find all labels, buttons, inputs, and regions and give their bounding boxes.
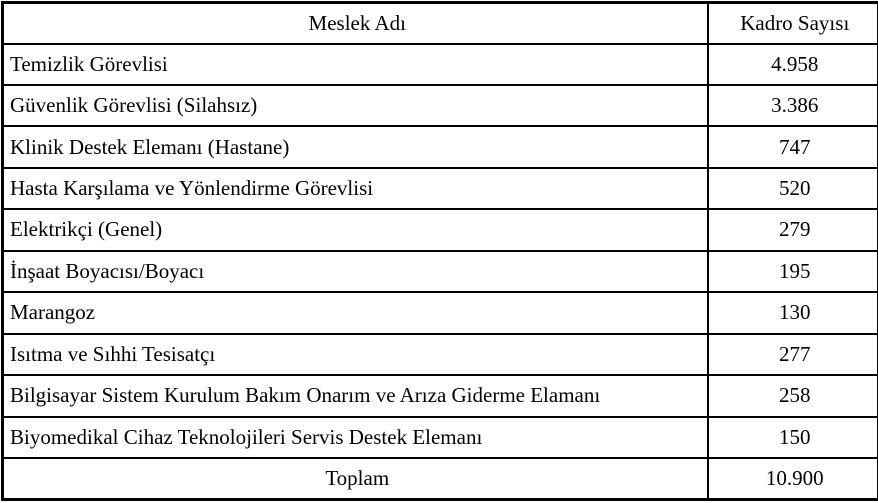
meslek-cell: Marangoz (3, 292, 708, 333)
meslek-cell: Temizlik Görevlisi (3, 44, 708, 85)
meslek-cell: Bilgisayar Sistem Kurulum Bakım Onarım v… (3, 375, 708, 416)
kadro-cell: 195 (708, 251, 878, 292)
table-row: İnşaat Boyacısı/Boyacı 195 (3, 251, 878, 292)
total-row: Toplam 10.900 (3, 458, 878, 499)
table-row: Bilgisayar Sistem Kurulum Bakım Onarım v… (3, 375, 878, 416)
table-row: Elektrikçi (Genel) 279 (3, 209, 878, 250)
kadro-cell: 279 (708, 209, 878, 250)
kadro-cell: 4.958 (708, 44, 878, 85)
table-row: Isıtma ve Sıhhi Tesisatçı 277 (3, 334, 878, 375)
total-value: 10.900 (708, 458, 878, 499)
column-header-meslek: Meslek Adı (3, 3, 708, 44)
table-row: Temizlik Görevlisi 4.958 (3, 44, 878, 85)
kadro-cell: 3.386 (708, 85, 878, 126)
table-row: Biyomedikal Cihaz Teknolojileri Servis D… (3, 417, 878, 458)
meslek-cell: Isıtma ve Sıhhi Tesisatçı (3, 334, 708, 375)
kadro-cell: 747 (708, 126, 878, 167)
table-row: Klinik Destek Elemanı (Hastane) 747 (3, 126, 878, 167)
total-label: Toplam (3, 458, 708, 499)
table-row: Marangoz 130 (3, 292, 878, 333)
kadro-cell: 277 (708, 334, 878, 375)
kadro-cell: 130 (708, 292, 878, 333)
meslek-cell: Güvenlik Görevlisi (Silahsız) (3, 85, 708, 126)
column-header-kadro: Kadro Sayısı (708, 3, 878, 44)
kadro-cell: 520 (708, 168, 878, 209)
table-row: Güvenlik Görevlisi (Silahsız) 3.386 (3, 85, 878, 126)
table-row: Hasta Karşılama ve Yönlendirme Görevlisi… (3, 168, 878, 209)
meslek-cell: İnşaat Boyacısı/Boyacı (3, 251, 708, 292)
header-row: Meslek Adı Kadro Sayısı (3, 3, 878, 44)
kadro-cell: 150 (708, 417, 878, 458)
meslek-cell: Hasta Karşılama ve Yönlendirme Görevlisi (3, 168, 708, 209)
kadro-cell: 258 (708, 375, 878, 416)
meslek-cell: Biyomedikal Cihaz Teknolojileri Servis D… (3, 417, 708, 458)
meslek-cell: Elektrikçi (Genel) (3, 209, 708, 250)
meslek-cell: Klinik Destek Elemanı (Hastane) (3, 126, 708, 167)
